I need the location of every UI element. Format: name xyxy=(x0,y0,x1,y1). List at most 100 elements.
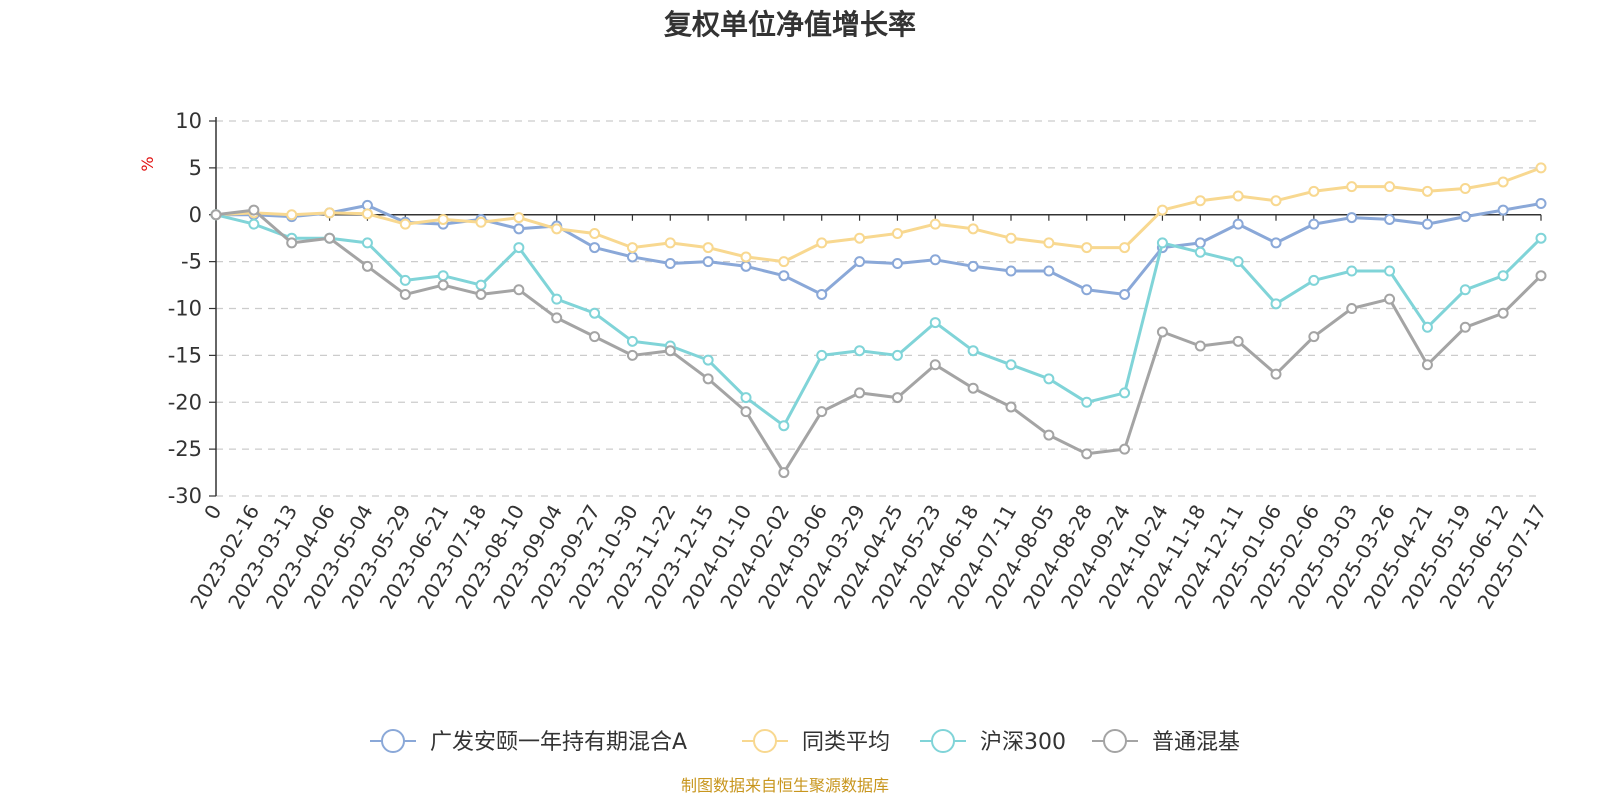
series-1-point xyxy=(1459,211,1471,223)
series-4-point xyxy=(740,406,752,418)
legend-label-3: 沪深300 xyxy=(980,730,1066,755)
legend[interactable]: 广发安颐一年持有期混合A 同类平均 沪深300 普通混基 xyxy=(370,729,1240,755)
legend-label-2: 同类平均 xyxy=(802,730,890,755)
series-1-point xyxy=(854,256,866,268)
series-4-point xyxy=(1497,307,1509,319)
series-2-point xyxy=(475,216,487,228)
series-1-point xyxy=(1308,218,1320,230)
series-1-point xyxy=(1119,288,1131,300)
series-4-point xyxy=(1119,443,1131,455)
legend-marker-2 xyxy=(753,729,777,753)
series-1-point xyxy=(1346,212,1358,224)
series-2-point xyxy=(891,228,903,239)
series-4-point xyxy=(1535,270,1547,282)
series-3-point xyxy=(399,274,411,286)
data-source-note: 制图数据来自恒生聚源数据库 xyxy=(681,776,889,795)
series-4-point xyxy=(664,345,676,357)
series-4-point xyxy=(513,284,525,296)
series-2-point xyxy=(1535,162,1547,174)
series-1-point xyxy=(816,288,828,300)
series-4-point xyxy=(967,382,979,394)
series-3-point xyxy=(702,354,714,366)
series-3-point xyxy=(589,307,601,319)
y-tick-label: 10 xyxy=(175,109,202,133)
series-3-point xyxy=(248,218,260,230)
series-4-point xyxy=(1421,359,1433,371)
series-2-point xyxy=(1421,185,1433,197)
series-2-point xyxy=(1005,232,1017,244)
series-2-point xyxy=(1156,204,1168,216)
series-2-point xyxy=(854,232,866,244)
grid-lines xyxy=(216,120,1541,497)
series-1-point xyxy=(967,260,979,272)
series-4-point xyxy=(399,288,411,300)
series-3-point xyxy=(854,345,866,357)
series-4-point xyxy=(929,359,941,371)
series-1-point xyxy=(589,242,601,254)
series-2-point xyxy=(361,208,373,220)
series-4-point xyxy=(1346,303,1358,314)
series-2-point xyxy=(702,242,714,254)
series-2-point xyxy=(967,223,979,235)
series-3-point xyxy=(361,237,373,249)
series-4-point xyxy=(1081,448,1093,460)
series-2-point xyxy=(626,242,638,254)
series-4-point xyxy=(1043,429,1055,441)
series-line-2 xyxy=(215,166,1542,264)
series-3-point xyxy=(437,270,449,282)
y-tick-label: 0 xyxy=(189,203,202,227)
series-4-point xyxy=(551,312,563,324)
series-3-point xyxy=(740,392,752,404)
series-1-point xyxy=(1535,198,1547,209)
series-3-point xyxy=(816,349,828,361)
series-1-point xyxy=(1421,218,1433,230)
y-tick-label: 5 xyxy=(189,156,202,180)
series-2-point xyxy=(1384,181,1396,193)
series-2-point xyxy=(551,223,563,235)
series-4-point xyxy=(210,209,222,221)
series-1-point xyxy=(1497,204,1509,216)
series-2-point xyxy=(1119,242,1131,254)
series-4-point xyxy=(589,331,601,343)
series-3-point xyxy=(1043,373,1055,385)
series-2-point xyxy=(740,251,752,263)
series-1-point xyxy=(664,258,676,269)
series-3-point xyxy=(626,335,638,347)
series-1-point xyxy=(778,270,790,282)
series-4-point xyxy=(626,349,638,361)
series-4-point xyxy=(1459,321,1471,333)
series-2-point xyxy=(1459,183,1471,194)
series-4-point xyxy=(1156,326,1168,338)
series-1-point xyxy=(702,256,714,268)
series-4-point xyxy=(437,279,449,291)
series-4-point xyxy=(324,232,336,244)
series-2-point xyxy=(664,237,676,249)
series-1-point xyxy=(1384,213,1396,225)
series-4-point xyxy=(702,373,714,385)
y-tick-label: -15 xyxy=(168,343,202,367)
series-4-point xyxy=(475,288,487,300)
axes xyxy=(215,117,1541,496)
legend-label-1: 广发安颐一年持有期混合A xyxy=(430,730,687,755)
series-4-point xyxy=(286,237,298,249)
series-2-point xyxy=(1081,242,1093,254)
series-4-point xyxy=(891,392,903,404)
series-4-point xyxy=(1194,340,1206,352)
series-4-point xyxy=(1232,335,1244,347)
series-2-point xyxy=(778,256,790,268)
series-4-point xyxy=(854,387,866,399)
series-2-point xyxy=(929,218,941,230)
y-tick-label: -5 xyxy=(181,250,202,274)
y-tick-label: -25 xyxy=(168,437,202,461)
series-2-point xyxy=(437,213,449,225)
series-4-point xyxy=(1308,331,1320,343)
y-axis-ticks: 10 5 0 -5 -10 -15 -20 -25 -30 xyxy=(168,109,216,508)
x-tick-label: 0 xyxy=(199,501,226,524)
series-1-point xyxy=(513,223,525,235)
series-3-point xyxy=(1194,246,1206,258)
series-2-point xyxy=(589,228,601,239)
series-3-point xyxy=(513,242,525,254)
legend-label-4: 普通混基 xyxy=(1152,730,1240,755)
series-line-1 xyxy=(216,202,1542,296)
